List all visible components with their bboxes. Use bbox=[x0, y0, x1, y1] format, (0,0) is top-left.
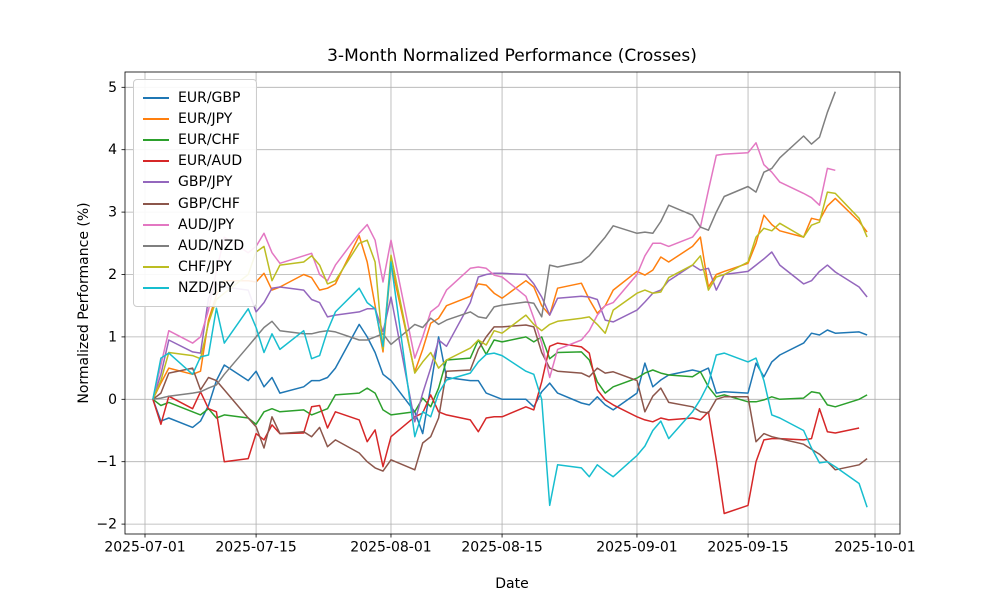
x-tick-label: 2025-10-01 bbox=[834, 540, 915, 556]
legend-swatch-gbp-jpy bbox=[143, 181, 169, 184]
series-line-chf-jpy bbox=[152, 191, 868, 400]
legend-item-eur-aud: EUR/AUD bbox=[143, 151, 244, 172]
x-tick-label: 2025-08-15 bbox=[461, 540, 542, 556]
series-line-aud-nzd bbox=[152, 91, 837, 401]
series-line-gbp-jpy bbox=[152, 251, 868, 423]
legend-label: AUD/JPY bbox=[178, 216, 235, 233]
x-tick-label: 2025-09-15 bbox=[707, 540, 788, 556]
plot-border bbox=[124, 71, 901, 535]
series-line-eur-jpy bbox=[152, 197, 868, 400]
legend-label: CHF/JPY bbox=[178, 259, 232, 276]
legend-label: EUR/AUD bbox=[178, 153, 243, 170]
x-axis-label: Date bbox=[495, 576, 529, 592]
y-tick-label: 1 bbox=[108, 329, 117, 345]
legend-swatch-nzd-jpy bbox=[143, 287, 169, 290]
y-tick-label: 4 bbox=[108, 142, 117, 158]
chart-legend: EUR/GBP EUR/JPY EUR/CHF EUR/AUD GBP/JPY GBP/C… bbox=[133, 79, 258, 307]
legend-label: EUR/JPY bbox=[178, 110, 233, 127]
y-tick-label: 0 bbox=[108, 392, 117, 408]
y-tick-label: −1 bbox=[96, 454, 117, 470]
legend-label: EUR/CHF bbox=[178, 131, 240, 148]
legend-swatch-aud-jpy bbox=[143, 223, 169, 226]
legend-item-chf-jpy: CHF/JPY bbox=[143, 257, 244, 278]
y-tick-label: 5 bbox=[108, 80, 117, 96]
tick-marks bbox=[121, 86, 876, 538]
legend-item-eur-jpy: EUR/JPY bbox=[143, 108, 244, 129]
legend-swatch-eur-gbp bbox=[143, 96, 169, 99]
legend-label: EUR/GBP bbox=[178, 89, 241, 106]
legend-item-aud-nzd: AUD/NZD bbox=[143, 235, 244, 256]
tick-labels: 2025-07-01 2025-07-15 2025-08-01 2025-08-15… bbox=[96, 80, 915, 556]
series-line-aud-jpy bbox=[152, 142, 836, 400]
series-line-eur-gbp bbox=[152, 323, 868, 435]
legend-item-nzd-jpy: NZD/JPY bbox=[143, 278, 244, 299]
series-line-eur-chf bbox=[152, 336, 868, 426]
legend-swatch-chf-jpy bbox=[143, 266, 169, 269]
y-axis-label: Normalized Performance (%) bbox=[76, 202, 92, 404]
legend-item-eur-gbp: EUR/GBP bbox=[143, 87, 244, 108]
legend-item-gbp-chf: GBP/CHF bbox=[143, 193, 244, 214]
x-tick-label: 2025-08-01 bbox=[350, 540, 431, 556]
legend-swatch-eur-chf bbox=[143, 138, 169, 141]
series-line-nzd-jpy bbox=[152, 261, 868, 508]
y-tick-label: 3 bbox=[108, 205, 117, 221]
legend-swatch-aud-nzd bbox=[143, 244, 169, 247]
y-tick-label: 2 bbox=[108, 267, 117, 283]
x-tick-label: 2025-07-01 bbox=[104, 540, 185, 556]
x-tick-label: 2025-07-15 bbox=[215, 540, 296, 556]
series-line-gbp-chf bbox=[152, 324, 868, 472]
legend-swatch-eur-jpy bbox=[143, 117, 169, 120]
legend-item-aud-jpy: AUD/JPY bbox=[143, 214, 244, 235]
legend-swatch-eur-aud bbox=[143, 160, 169, 163]
legend-label: GBP/CHF bbox=[178, 195, 240, 212]
legend-label: NZD/JPY bbox=[178, 280, 235, 297]
legend-label: GBP/JPY bbox=[178, 174, 233, 191]
series-group bbox=[152, 91, 868, 515]
legend-item-eur-chf: EUR/CHF bbox=[143, 129, 244, 150]
y-tick-label: −2 bbox=[96, 517, 117, 533]
x-tick-label: 2025-09-01 bbox=[596, 540, 677, 556]
legend-swatch-gbp-chf bbox=[143, 202, 169, 205]
legend-label: AUD/NZD bbox=[178, 237, 245, 254]
chart-title: 3-Month Normalized Performance (Crosses) bbox=[327, 46, 697, 66]
legend-item-gbp-jpy: GBP/JPY bbox=[143, 172, 244, 193]
